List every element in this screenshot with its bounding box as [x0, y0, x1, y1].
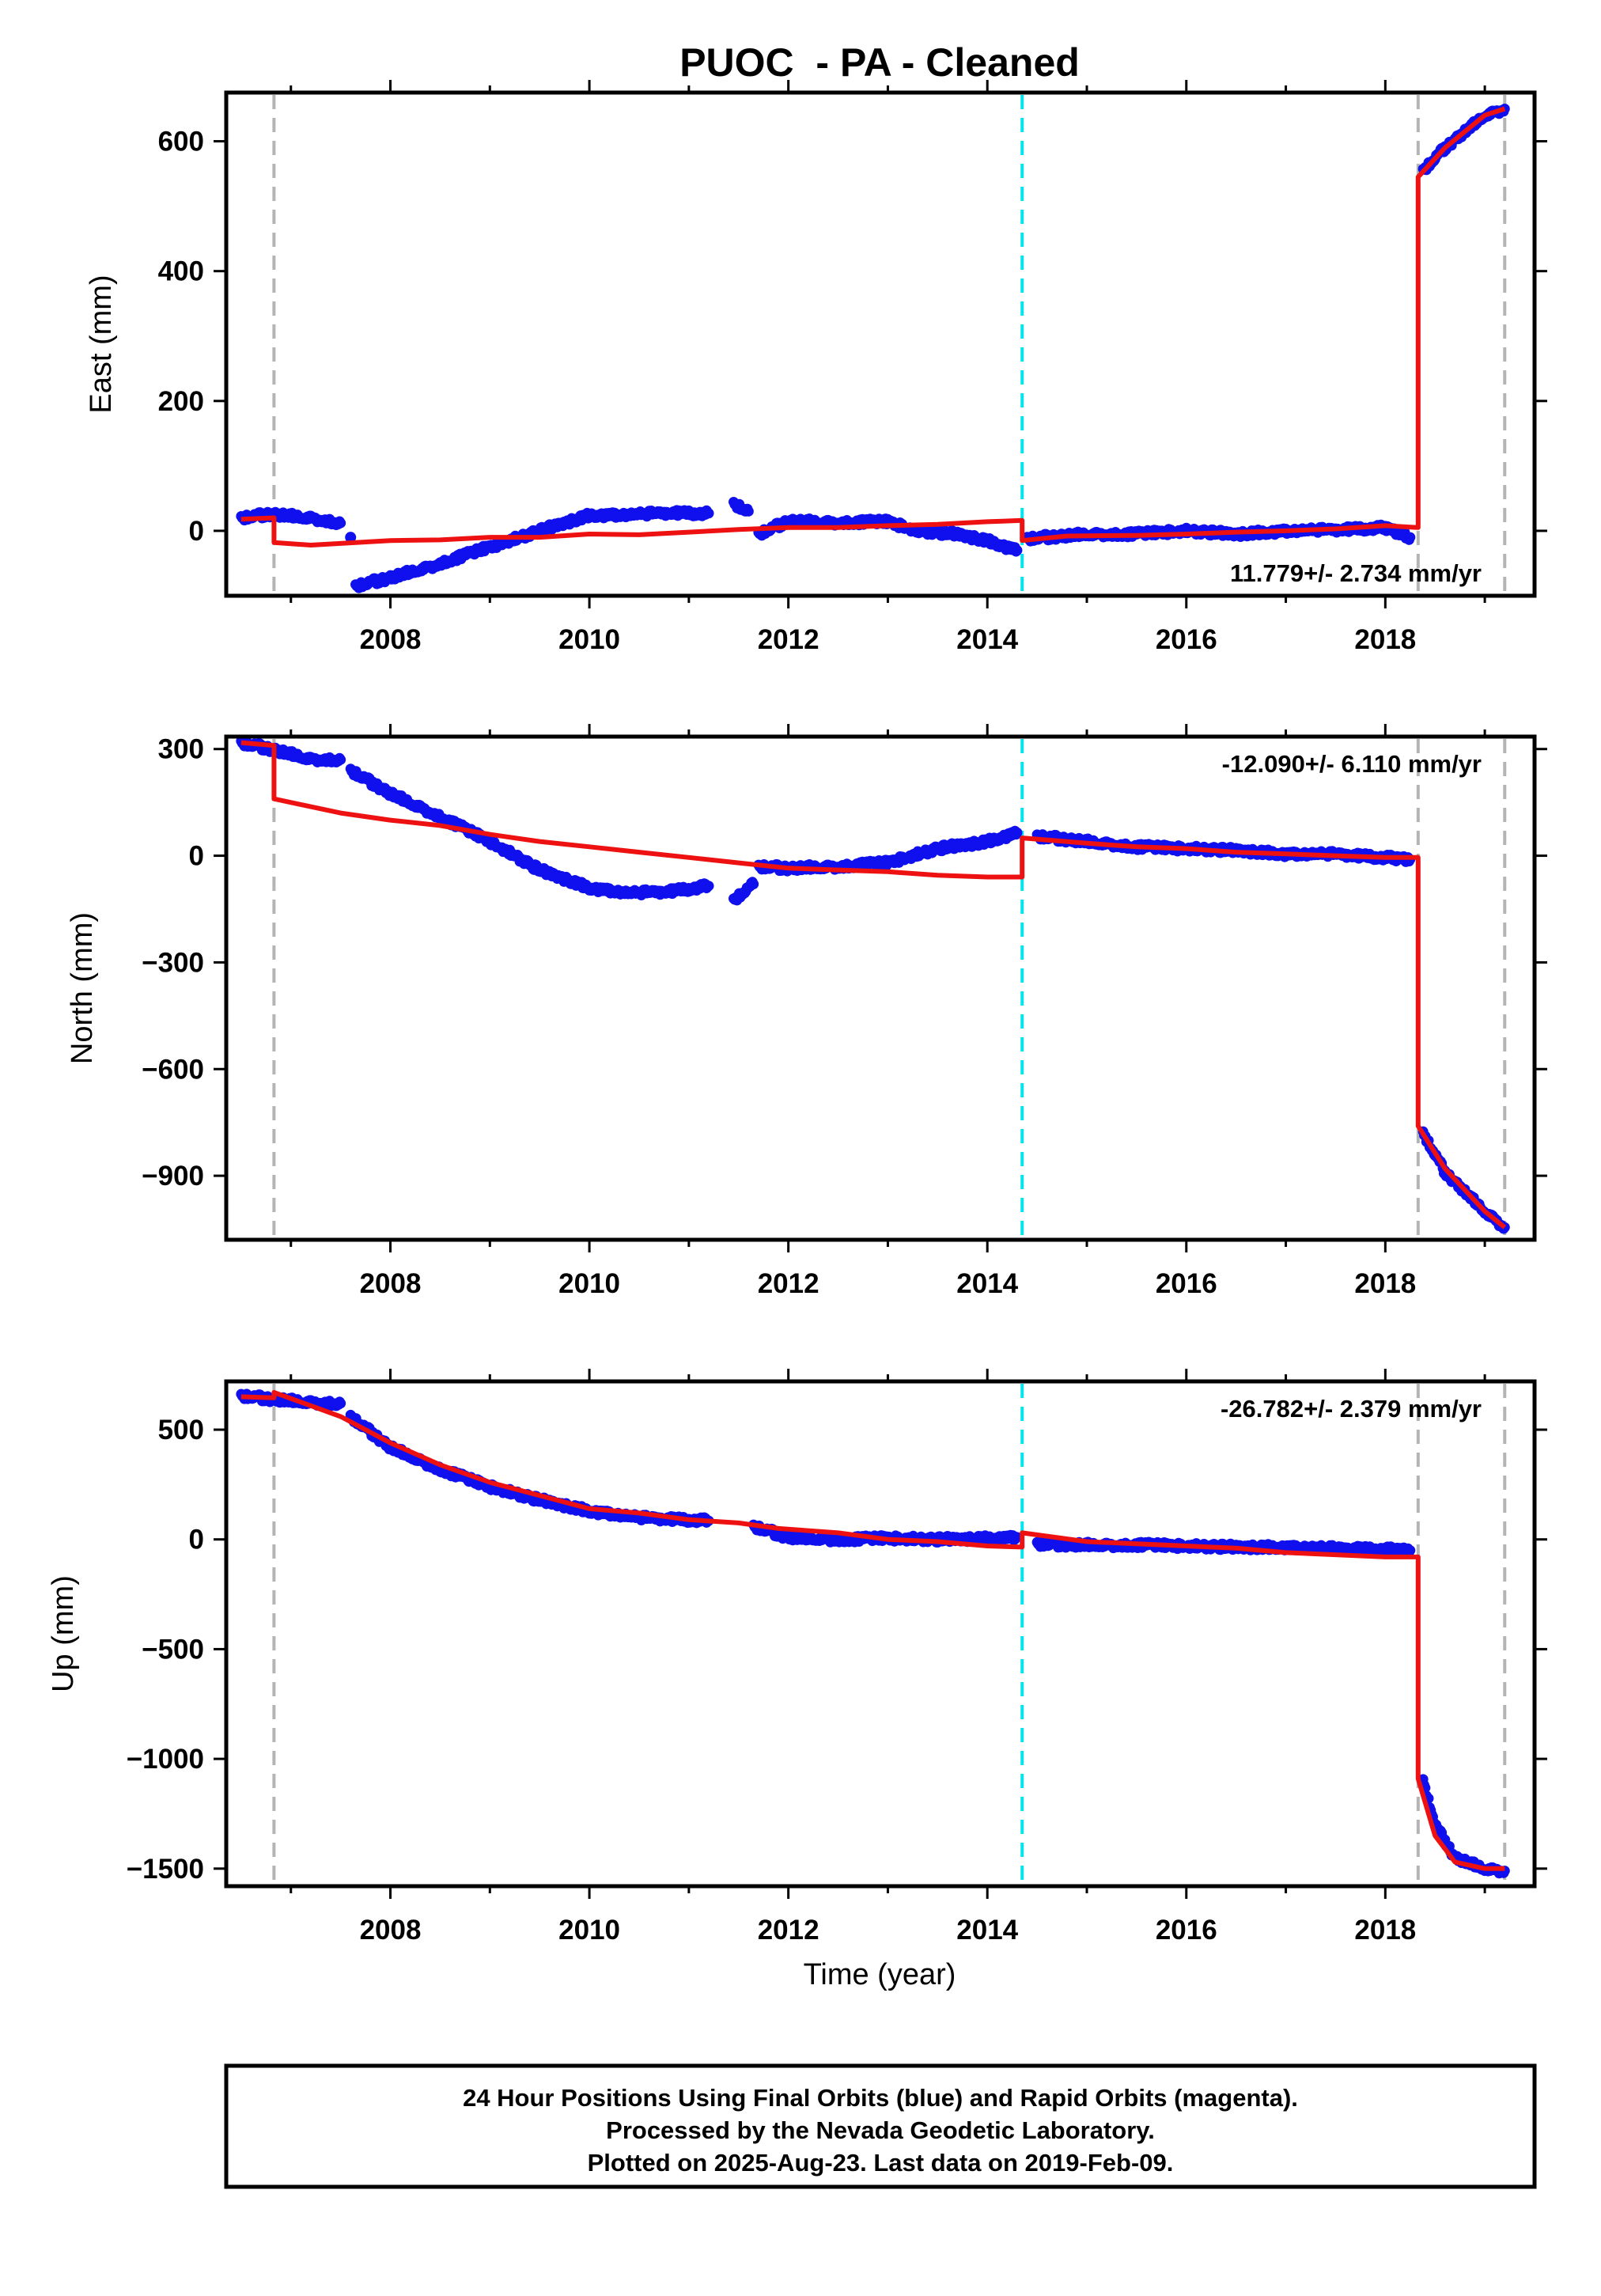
model-line-north [240, 740, 1507, 1229]
panel-up: 2008 2010 2012 2014 2016 2018 500 0 −500 −1000 −15… [47, 1369, 1547, 1946]
observed-series-north-2 [728, 877, 759, 906]
y-tick-label-north: −900 [142, 1161, 204, 1192]
model-line-up [240, 1389, 1505, 1871]
series-group-up [236, 1389, 1510, 1879]
plot-frame-east [224, 90, 1537, 598]
x-tick-label-north: 2008 [360, 1268, 422, 1299]
y-tick-label-north: 0 [189, 841, 204, 872]
y-tick-label-east: 200 [158, 386, 204, 417]
observed-series-east-1 [345, 532, 357, 544]
x-tick-label-up: 2008 [360, 1915, 422, 1946]
y-tick-label-east: 600 [158, 127, 204, 157]
footer-frame [224, 2063, 1537, 2189]
x-tick-label-north: 2014 [956, 1268, 1018, 1299]
observed-series-up-1 [345, 1409, 714, 1529]
y-tick-label-up: −1500 [127, 1854, 204, 1885]
footer-line-1: 24 Hour Positions Using Final Orbits (bl… [463, 2084, 1298, 2112]
x-tick-label-north: 2016 [1156, 1268, 1217, 1299]
x-tick-label-north: 2010 [558, 1268, 620, 1299]
x-tick-label-east: 2016 [1156, 624, 1217, 655]
y-tick-label-up: 500 [158, 1415, 204, 1445]
plot-frame-north [224, 734, 1537, 1242]
observed-point [743, 506, 754, 517]
panel-east: 2008 2010 2012 2014 2016 2018 0 200 400 600 East (… [85, 80, 1547, 655]
observed-point [335, 754, 346, 765]
observed-series-up-4 [1417, 1774, 1510, 1879]
panel-north: 2008 2010 2012 2014 2016 2018 300 0 −300 −600 −900… [66, 724, 1547, 1299]
x-tick-label-east: 2012 [758, 624, 819, 655]
observed-series-east-3 [728, 496, 754, 517]
observed-series-north-1 [345, 763, 714, 901]
observed-point [335, 517, 346, 529]
observed-point [335, 1398, 346, 1409]
rate-label-east: 11.779+/- 2.734 mm/yr [1230, 559, 1482, 587]
x-axis-label: Time (year) [804, 1958, 956, 1991]
x-tick-label-up: 2012 [758, 1915, 819, 1946]
footer-line-3: Plotted on 2025-Aug-23. Last data on 201… [588, 2149, 1174, 2177]
observed-series-north-4 [1031, 829, 1416, 867]
y-axis-label-up: Up (mm) [47, 1575, 80, 1692]
observed-point [1012, 827, 1023, 838]
observed-point [1012, 545, 1023, 556]
x-tick-label-east: 2014 [956, 624, 1018, 655]
observed-point [1405, 1545, 1416, 1556]
observed-point [748, 879, 759, 890]
chart-title: PUOC - PA - Cleaned [679, 40, 1080, 85]
observed-point [1012, 1532, 1023, 1543]
x-tick-label-north: 2018 [1354, 1268, 1416, 1299]
y-tick-label-north: −300 [142, 947, 204, 978]
model-line-east [240, 106, 1506, 547]
observed-series-north-0 [236, 737, 346, 768]
observed-point [345, 532, 357, 544]
observed-point [703, 508, 714, 519]
y-axis-label-north: North (mm) [66, 912, 99, 1064]
x-tick-label-up: 2014 [956, 1915, 1018, 1946]
x-tick-label-east: 2010 [558, 624, 620, 655]
series-group-east [236, 104, 1510, 593]
x-tick-label-up: 2016 [1156, 1915, 1217, 1946]
x-tick-label-up: 2018 [1354, 1915, 1416, 1946]
y-tick-label-east: 0 [189, 516, 204, 547]
observed-point [703, 881, 714, 892]
y-tick-label-north: −600 [142, 1054, 204, 1085]
rate-label-north: -12.090+/- 6.110 mm/yr [1222, 750, 1482, 778]
footer-box: 24 Hour Positions Using Final Orbits (bl… [224, 2063, 1537, 2189]
observed-point [1405, 532, 1416, 543]
y-tick-label-north: 300 [158, 734, 204, 765]
panels-group: 2008 2010 2012 2014 2016 2018 0 200 400 600 East (… [47, 80, 1547, 1946]
rate-label-up: -26.782+/- 2.379 mm/yr [1221, 1395, 1482, 1423]
series-group-north [236, 737, 1510, 1234]
x-tick-label-east: 2018 [1354, 624, 1416, 655]
y-tick-label-up: −500 [142, 1634, 204, 1665]
x-tick-label-north: 2012 [758, 1268, 819, 1299]
y-tick-label-up: −1000 [127, 1744, 204, 1775]
y-tick-label-up: 0 [189, 1525, 204, 1555]
y-tick-label-east: 400 [158, 256, 204, 287]
plot-frame-up [224, 1379, 1537, 1889]
observed-series-east-2 [350, 505, 714, 593]
y-axis-label-east: East (mm) [85, 275, 118, 413]
footer-line-2: Processed by the Nevada Geodetic Laborat… [606, 2116, 1155, 2144]
x-tick-label-up: 2010 [558, 1915, 620, 1946]
x-tick-label-east: 2008 [360, 624, 422, 655]
